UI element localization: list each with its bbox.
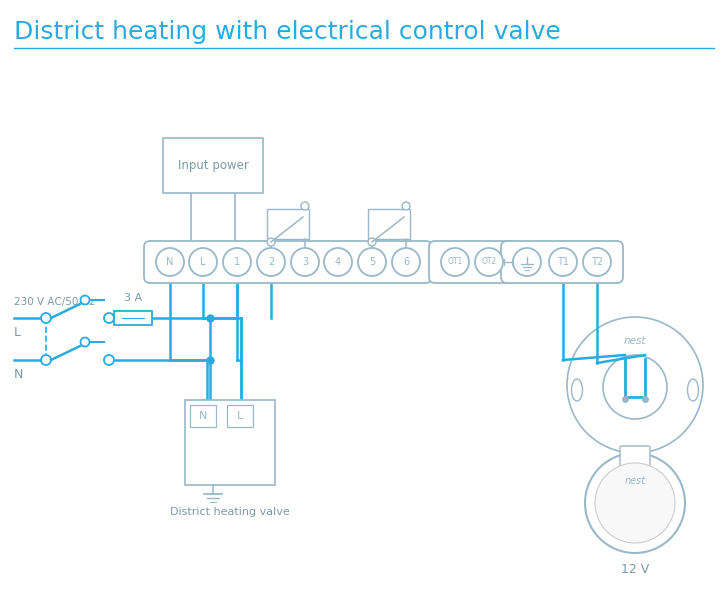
Text: OT1: OT1 <box>448 258 462 267</box>
Text: 4: 4 <box>335 257 341 267</box>
Circle shape <box>392 248 420 276</box>
Circle shape <box>583 248 611 276</box>
Text: 2: 2 <box>268 257 274 267</box>
Circle shape <box>267 238 275 246</box>
Text: 230 V AC/50 Hz: 230 V AC/50 Hz <box>14 297 95 307</box>
Circle shape <box>475 248 503 276</box>
Text: 3 A: 3 A <box>124 293 142 303</box>
Text: N: N <box>14 368 23 381</box>
Circle shape <box>324 248 352 276</box>
Circle shape <box>41 313 51 323</box>
Circle shape <box>603 355 667 419</box>
Text: Input power: Input power <box>178 159 248 172</box>
Text: OT2: OT2 <box>481 258 496 267</box>
Circle shape <box>257 248 285 276</box>
FancyBboxPatch shape <box>185 400 275 485</box>
Text: District heating with electrical control valve: District heating with electrical control… <box>14 20 561 44</box>
Circle shape <box>402 202 410 210</box>
Circle shape <box>549 248 577 276</box>
Text: L: L <box>237 411 243 421</box>
FancyBboxPatch shape <box>368 209 410 239</box>
Circle shape <box>585 453 685 553</box>
Text: N: N <box>166 257 174 267</box>
FancyBboxPatch shape <box>190 405 216 427</box>
Circle shape <box>189 248 217 276</box>
FancyBboxPatch shape <box>163 138 263 193</box>
Text: District heating valve: District heating valve <box>170 507 290 517</box>
FancyBboxPatch shape <box>114 311 152 325</box>
Circle shape <box>441 248 469 276</box>
Circle shape <box>358 248 386 276</box>
Text: 5: 5 <box>369 257 375 267</box>
Text: L: L <box>14 326 21 339</box>
Text: nest: nest <box>625 476 646 486</box>
Circle shape <box>104 313 114 323</box>
Ellipse shape <box>571 379 582 401</box>
Text: 1: 1 <box>234 257 240 267</box>
Circle shape <box>104 355 114 365</box>
Text: 6: 6 <box>403 257 409 267</box>
Circle shape <box>368 238 376 246</box>
Text: L: L <box>200 257 206 267</box>
Circle shape <box>81 337 90 346</box>
Ellipse shape <box>687 379 698 401</box>
Circle shape <box>595 463 675 543</box>
Text: N: N <box>199 411 207 421</box>
Circle shape <box>301 202 309 210</box>
FancyBboxPatch shape <box>501 241 623 283</box>
Text: nest: nest <box>624 336 646 346</box>
FancyBboxPatch shape <box>620 446 650 468</box>
Circle shape <box>41 355 51 365</box>
Circle shape <box>223 248 251 276</box>
FancyBboxPatch shape <box>227 405 253 427</box>
Text: 3: 3 <box>302 257 308 267</box>
Text: T2: T2 <box>591 257 603 267</box>
Text: T1: T1 <box>557 257 569 267</box>
FancyBboxPatch shape <box>267 209 309 239</box>
Circle shape <box>567 317 703 453</box>
FancyBboxPatch shape <box>144 241 432 283</box>
Circle shape <box>156 248 184 276</box>
Circle shape <box>81 295 90 305</box>
Text: 12 V: 12 V <box>621 563 649 576</box>
Circle shape <box>291 248 319 276</box>
FancyBboxPatch shape <box>429 241 515 283</box>
Circle shape <box>513 248 541 276</box>
